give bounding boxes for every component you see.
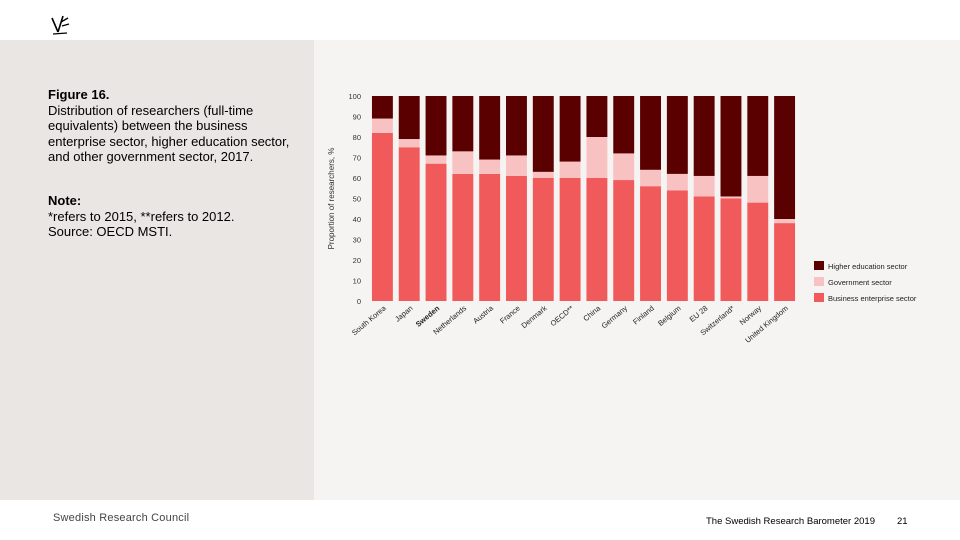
bar-eu-28-government — [693, 175, 715, 197]
legend-swatch — [814, 261, 824, 270]
bar-china-higher — [586, 96, 608, 137]
bar-japan-government — [398, 139, 420, 148]
bar-netherlands-higher — [452, 96, 474, 152]
bar-sweden-business — [425, 163, 447, 301]
y-tick-label: 10 — [353, 277, 361, 286]
bar-norway-higher — [747, 96, 769, 176]
y-tick-label: 70 — [353, 154, 361, 163]
x-tick-label: Finland — [631, 304, 656, 327]
y-tick-label: 80 — [353, 133, 361, 142]
y-axis-title: Proportion of researchers, % — [327, 148, 336, 250]
x-tick-label: Austria — [471, 303, 495, 325]
bar-france-government — [506, 155, 527, 176]
bar-germany-business — [613, 180, 635, 301]
x-tick-label: Belgium — [656, 304, 683, 328]
y-tick-label: 60 — [353, 174, 361, 183]
y-axis: 0 10 20 30 40 50 60 70 80 90 100 Proportion of rese… — [327, 92, 361, 306]
legend-swatch — [814, 277, 824, 286]
y-tick-label: 90 — [353, 113, 361, 122]
y-tick-label: 0 — [357, 297, 361, 306]
bar-austria-government — [479, 159, 501, 174]
note-title: Note: — [48, 193, 82, 208]
bar-norway-business — [747, 202, 769, 301]
bar-japan-higher — [398, 96, 420, 140]
x-tick-label: Japan — [393, 304, 414, 324]
y-tick-label: 20 — [353, 256, 361, 265]
bar-germany-government — [613, 153, 635, 181]
footer-publication: The Swedish Research Barometer 2019 — [706, 516, 875, 527]
x-tick-label: OECD** — [549, 304, 576, 329]
bar-south-korea-government — [371, 118, 393, 133]
x-tick-label: South Korea — [350, 303, 388, 337]
bar-eu-28-higher — [693, 96, 715, 176]
bar-finland-business — [640, 186, 661, 301]
bar-oecd--government — [559, 161, 581, 178]
bar-south-korea-business — [371, 132, 393, 301]
x-tick-label: Denmark — [519, 303, 548, 330]
x-tick-label: France — [498, 304, 522, 326]
stacked-bar-chart: 0 10 20 30 40 50 60 70 80 90 100 Proportion of rese… — [327, 92, 917, 345]
bar-denmark-business — [532, 178, 554, 301]
vr-logo-icon — [51, 15, 70, 35]
bar-netherlands-business — [452, 173, 474, 301]
y-tick-label: 30 — [353, 236, 361, 245]
y-tick-label: 50 — [353, 195, 361, 204]
legend-label: Government sector — [828, 278, 892, 287]
figure-title: Figure 16. — [48, 87, 110, 102]
footer-organization: Swedish Research Council — [53, 512, 190, 524]
bar-finland-government — [640, 169, 661, 187]
bar-belgium-business — [666, 190, 688, 301]
left-panel — [0, 40, 314, 500]
top-bar — [0, 0, 960, 40]
bar-denmark-higher — [532, 96, 554, 172]
figure-description: Distribution of researchers (full-time e… — [48, 102, 290, 165]
bar-belgium-higher — [666, 96, 688, 174]
bar-denmark-government — [532, 171, 554, 178]
bar-china-business — [586, 178, 608, 301]
y-tick-label: 40 — [353, 215, 361, 224]
bar-oecd--higher — [559, 96, 581, 162]
legend-label: Higher education sector — [828, 262, 908, 271]
bar-sweden-government — [425, 155, 447, 164]
bar-south-korea-higher — [371, 96, 393, 119]
bar-norway-government — [747, 175, 769, 203]
legend-label: Business enterprise sector — [828, 294, 917, 303]
bar-france-higher — [506, 96, 527, 156]
y-tick-label: 100 — [348, 92, 361, 101]
x-tick-label: Germany — [600, 303, 630, 330]
bar-switzerland--higher — [720, 96, 742, 197]
bar-china-government — [586, 137, 608, 178]
bar-oecd--business — [559, 178, 581, 301]
bar-switzerland--business — [720, 198, 742, 301]
x-tick-label: China — [581, 303, 602, 323]
bar-france-business — [506, 175, 527, 301]
bar-germany-higher — [613, 96, 635, 154]
legend-swatch — [814, 293, 824, 302]
legend: Higher education sector Government sector… — [814, 261, 917, 303]
figure-caption: Figure 16. Distribution of researchers (… — [48, 87, 298, 165]
bar-united-kingdom-government — [774, 219, 796, 224]
note-line-1: *refers to 2015, **refers to 2012. — [48, 208, 235, 224]
bar-netherlands-government — [452, 151, 474, 174]
note-block: Note: *refers to 2015, **refers to 2012.… — [48, 193, 298, 240]
chart-panel — [314, 40, 960, 500]
bar-united-kingdom-business — [774, 223, 796, 301]
bar-austria-business — [479, 173, 501, 301]
bar-switzerland--government — [720, 196, 742, 199]
bars — [371, 96, 796, 301]
x-tick-label: EU 28 — [688, 304, 710, 324]
bar-united-kingdom-higher — [774, 96, 796, 219]
bar-belgium-government — [666, 173, 688, 191]
bar-finland-higher — [640, 96, 661, 170]
note-line-2: Source: OECD MSTI. — [48, 224, 173, 239]
bar-sweden-higher — [425, 96, 447, 156]
bar-japan-business — [398, 147, 420, 301]
bar-eu-28-business — [693, 196, 715, 301]
bar-austria-higher — [479, 96, 501, 160]
page-number: 21 — [897, 516, 908, 527]
